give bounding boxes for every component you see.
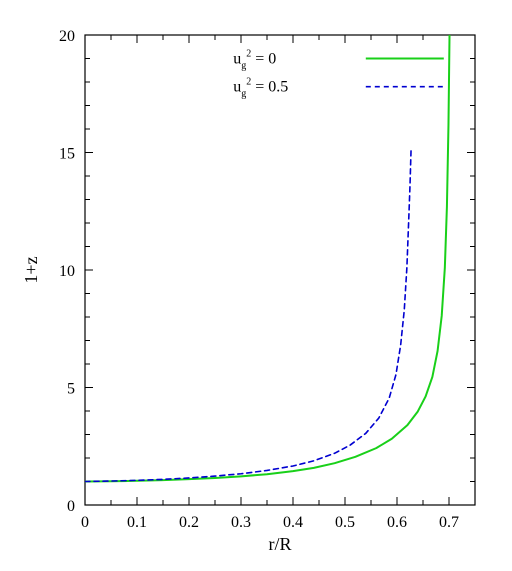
chart-container: 00.10.20.30.40.50.60.705101520r/R1+zug2 … [0, 0, 512, 571]
y-tick-label: 5 [67, 381, 75, 398]
x-tick-label: 0.6 [387, 514, 407, 531]
x-tick-label: 0.4 [283, 514, 303, 531]
x-tick-label: 0.5 [335, 514, 355, 531]
x-tick-label: 0.7 [439, 514, 459, 531]
x-axis-label: r/R [268, 534, 291, 554]
line-chart: 00.10.20.30.40.50.60.705101520r/R1+zug2 … [0, 0, 512, 571]
y-tick-label: 0 [67, 498, 75, 515]
x-tick-label: 0 [81, 514, 89, 531]
y-axis-label: 1+z [21, 256, 41, 283]
y-tick-label: 15 [59, 146, 75, 163]
x-tick-label: 0.3 [231, 514, 251, 531]
y-tick-label: 10 [59, 263, 75, 280]
y-tick-label: 20 [59, 28, 75, 45]
x-tick-label: 0.2 [179, 514, 199, 531]
x-tick-label: 0.1 [127, 514, 147, 531]
